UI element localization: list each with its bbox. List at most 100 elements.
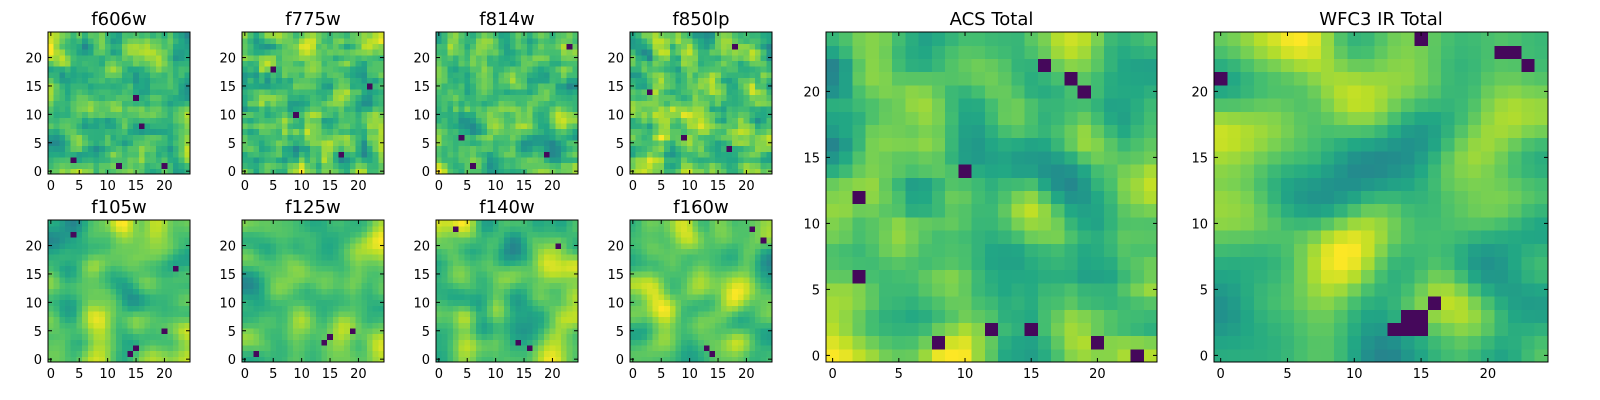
heatmap-cell bbox=[658, 43, 665, 50]
heatmap-cell bbox=[487, 310, 494, 318]
heatmap-cell bbox=[509, 156, 517, 164]
heatmap-cell bbox=[65, 339, 72, 346]
heatmap-cell bbox=[543, 259, 551, 267]
heatmap-cell bbox=[515, 322, 522, 329]
heatmap-cell bbox=[242, 43, 249, 50]
heatmap-cell bbox=[504, 282, 511, 289]
heatmap-cell bbox=[760, 299, 767, 306]
heatmap-cell bbox=[310, 288, 317, 295]
heatmap-cell bbox=[259, 134, 266, 141]
heatmap-cell bbox=[709, 305, 716, 312]
heatmap-cell bbox=[681, 94, 688, 101]
heatmap-cell bbox=[304, 60, 311, 67]
heatmap-cell bbox=[349, 310, 357, 318]
heatmap-cell bbox=[59, 220, 66, 227]
heatmap-cell bbox=[247, 288, 254, 295]
heatmap-cell bbox=[743, 128, 750, 135]
heatmap-cell bbox=[127, 225, 134, 232]
heatmap-cell bbox=[327, 100, 334, 107]
heatmap-cell bbox=[526, 100, 534, 107]
heatmap-cell bbox=[121, 128, 129, 135]
heatmap-cell bbox=[436, 122, 443, 130]
heatmap-cell bbox=[509, 83, 517, 90]
heatmap-cell bbox=[93, 77, 100, 84]
heatmap-cell bbox=[150, 134, 157, 141]
heatmap-cell bbox=[658, 322, 665, 329]
heatmap-cell bbox=[321, 49, 328, 56]
heatmap-cell bbox=[287, 248, 294, 255]
heatmap-cell bbox=[161, 54, 168, 61]
heatmap-cell bbox=[458, 237, 465, 244]
heatmap-cell bbox=[453, 254, 460, 261]
heatmap-cell bbox=[344, 322, 351, 329]
y-tick-label: 10 bbox=[25, 108, 42, 123]
heatmap-cell bbox=[732, 105, 739, 113]
heatmap-cell bbox=[720, 117, 728, 124]
heatmap-cell bbox=[93, 66, 100, 73]
heatmap-cell bbox=[355, 265, 362, 272]
heatmap-cell bbox=[543, 344, 551, 352]
heatmap-cell bbox=[366, 237, 374, 244]
heatmap-cell bbox=[555, 225, 562, 232]
heatmap-cell bbox=[178, 88, 185, 96]
heatmap-cell bbox=[99, 134, 106, 141]
heatmap-cell bbox=[509, 299, 517, 306]
heatmap-cell bbox=[458, 88, 465, 96]
heatmap-cell bbox=[298, 66, 306, 73]
heatmap-cell bbox=[304, 288, 311, 295]
heatmap-cell bbox=[470, 310, 477, 318]
heatmap-cell bbox=[327, 162, 334, 169]
heatmap-cell bbox=[737, 88, 745, 96]
heatmap-cell bbox=[549, 105, 556, 113]
heatmap-cell bbox=[281, 333, 289, 340]
heatmap-cell bbox=[703, 339, 711, 346]
heatmap-cell bbox=[304, 316, 311, 323]
heatmap-cell bbox=[161, 310, 168, 318]
heatmap-cell bbox=[470, 339, 477, 346]
heatmap-cell bbox=[698, 310, 705, 318]
heatmap-cell bbox=[675, 162, 682, 169]
heatmap-cell bbox=[378, 310, 385, 318]
heatmap-cell bbox=[65, 83, 72, 90]
heatmap-cell bbox=[560, 54, 568, 61]
heatmap-cell bbox=[355, 282, 362, 289]
heatmap-cell bbox=[178, 220, 185, 227]
heatmap-cell bbox=[247, 344, 254, 352]
heatmap-cell bbox=[543, 225, 551, 232]
heatmap-cell bbox=[172, 122, 180, 130]
heatmap-cell bbox=[749, 122, 756, 130]
heatmap-cell bbox=[675, 128, 682, 135]
heatmap-cells bbox=[242, 220, 385, 363]
heatmap-cell bbox=[155, 37, 163, 44]
heatmap-cell bbox=[144, 134, 151, 141]
heatmap-cell bbox=[338, 88, 345, 96]
heatmap-cell bbox=[315, 122, 323, 130]
heatmap-cell bbox=[344, 237, 351, 244]
heatmap-cell bbox=[138, 134, 146, 141]
heatmap-cell bbox=[566, 254, 573, 261]
heatmap-cell bbox=[270, 100, 277, 107]
heatmap-cell bbox=[82, 54, 89, 61]
heatmap-cell bbox=[65, 54, 72, 61]
heatmap-cell bbox=[521, 49, 528, 56]
heatmap-cell bbox=[749, 88, 756, 96]
heatmap-cell bbox=[138, 231, 146, 238]
heatmap-cell bbox=[338, 356, 345, 363]
heatmap-cell bbox=[709, 71, 716, 79]
heatmap-cell bbox=[338, 111, 345, 118]
heatmap-cell bbox=[372, 105, 379, 113]
heatmap-cell bbox=[366, 83, 374, 90]
heatmap-cell bbox=[538, 88, 545, 96]
heatmap-cell bbox=[669, 356, 677, 363]
heatmap-cell bbox=[48, 225, 55, 232]
heatmap-cell bbox=[664, 276, 671, 284]
heatmap-cell bbox=[178, 37, 185, 44]
heatmap-cell bbox=[749, 151, 756, 158]
heatmap-cell bbox=[526, 60, 534, 67]
heatmap-cell bbox=[555, 162, 562, 169]
heatmap-cell bbox=[150, 271, 157, 278]
heatmap-cell bbox=[709, 117, 716, 124]
heatmap-cell bbox=[247, 156, 254, 164]
heatmap-cell bbox=[93, 32, 100, 39]
heatmap-cell bbox=[138, 344, 146, 352]
